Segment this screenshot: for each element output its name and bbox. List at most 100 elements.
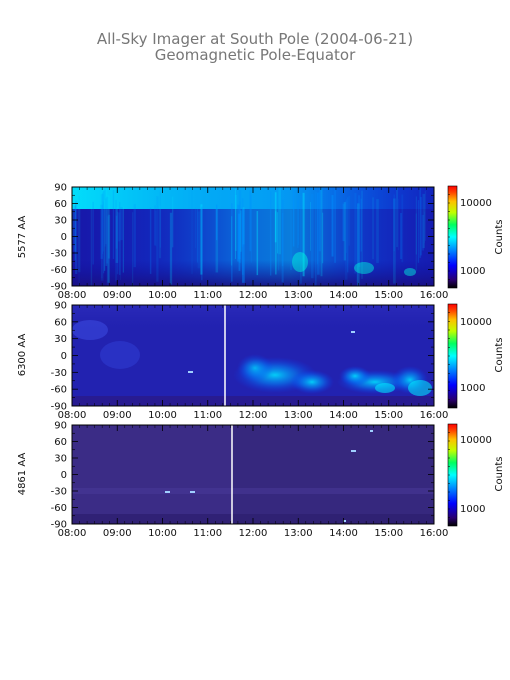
aurora-streak: [107, 214, 111, 259]
aurora-streak: [249, 190, 252, 252]
x-tick-label: 11:00: [193, 528, 222, 539]
aurora-streak: [158, 206, 162, 259]
x-tick-label: 09:00: [103, 528, 132, 539]
y-tick-label: -30: [51, 368, 67, 379]
aurora-streak: [171, 196, 174, 248]
y-tick-label: 30: [54, 216, 67, 227]
y-tick-label: -90: [51, 282, 67, 293]
aurora-streak: [422, 193, 426, 249]
aurora-streak: [277, 212, 279, 254]
aurora-streak: [297, 199, 299, 246]
x-tick-label: 16:00: [420, 528, 449, 539]
aurora-streak: [92, 201, 94, 265]
y-tick-label: 90: [54, 183, 67, 194]
aurora-streak: [419, 188, 422, 258]
aurora-streak: [358, 195, 361, 267]
aurora-streak: [242, 215, 244, 275]
y-tick-label: -30: [51, 487, 67, 498]
aurora-streak: [421, 214, 425, 251]
x-tick-label: 12:00: [239, 290, 268, 301]
aurora-streak: [105, 187, 108, 266]
ylabel-6300: 6300 AA: [17, 334, 28, 377]
aurora-streak: [348, 195, 350, 246]
aurora-streak: [200, 204, 203, 275]
x-ticks-5577: 08:00 09:00 10:00 11:00 12:00 13:00 14:00 15:00…: [58, 187, 448, 301]
aurora-streak: [106, 196, 109, 264]
x-tick-label: 11:00: [193, 410, 222, 421]
heatmap-5577: [72, 187, 434, 286]
cb-tick-low-5577: 1000: [460, 266, 485, 277]
colorbar-4861: 10000 1000 Counts: [447, 423, 505, 527]
x-tick-label: 10:00: [148, 290, 177, 301]
aurora-streak: [116, 211, 119, 275]
cb-tick-low-4861: 1000: [460, 504, 485, 515]
x-tick-label: 12:00: [239, 410, 268, 421]
aurora-streak: [242, 207, 245, 245]
aurora-streak: [415, 213, 417, 271]
aurora-streak: [78, 195, 80, 286]
aurora-streak: [100, 204, 103, 259]
aurora-streak: [320, 188, 323, 277]
y-tick-label: 30: [54, 334, 67, 345]
aurora-streak: [122, 206, 125, 273]
chart-subtitle: Geomagnetic Pole-Equator: [155, 46, 356, 64]
x-tick-label: 08:00: [58, 528, 87, 539]
x-tick-label: 08:00: [58, 290, 87, 301]
x-tick-label: 14:00: [329, 290, 358, 301]
y-tick-label: -60: [51, 385, 67, 396]
aurora-streak: [242, 209, 245, 283]
x-tick-label: 13:00: [284, 410, 313, 421]
aurora-streak: [115, 199, 117, 282]
aurora-streak: [356, 206, 358, 283]
aurora-streak: [104, 189, 106, 247]
aurora-streak: [331, 195, 334, 257]
cb-tick-high-4861: 10000: [460, 435, 492, 446]
aurora-streak: [343, 202, 347, 261]
ylabel-5577: 5577 AA: [17, 216, 28, 259]
aurora-streak: [290, 209, 292, 271]
aurora-streak: [118, 212, 121, 242]
streaks-5577: [72, 187, 426, 286]
aurora-streak: [297, 200, 299, 248]
aurora-streak: [231, 203, 233, 282]
aurora-streak: [344, 200, 348, 280]
aurora-streak: [372, 197, 374, 260]
aurora-streak: [417, 200, 420, 263]
ylabel-4861: 4861 AA: [17, 453, 28, 496]
aurora-streak: [115, 215, 118, 249]
y-tick-label: 30: [54, 454, 67, 465]
x-tick-label: 09:00: [103, 290, 132, 301]
cb-tick-high-6300: 10000: [460, 317, 492, 328]
aurora-streak: [278, 204, 280, 271]
aurora-patch: [354, 262, 374, 274]
aurora-patch: [404, 268, 416, 276]
aurora-streak: [415, 196, 417, 255]
aurora-streak: [216, 204, 218, 241]
aurora-streak: [357, 203, 360, 286]
x-tick-label: 14:00: [329, 410, 358, 421]
colorbar-6300: 10000 1000 Counts: [447, 303, 505, 409]
panel-6300: 90 60 30 0 -30 -60 -90 08:00 09:00 10:00 11:00 12:…: [17, 301, 505, 422]
x-ticks-4861: 08:00 09:00 10:00 11:00 12:00 13:00 14:00 15:00…: [58, 425, 449, 539]
aurora-streak: [154, 205, 156, 246]
x-tick-label: 14:00: [329, 528, 358, 539]
aurora-patch: [292, 252, 308, 272]
aurora-streak: [105, 198, 107, 245]
x-tick-label: 08:00: [58, 410, 87, 421]
aurora-streak: [292, 189, 295, 247]
aurora-streak: [317, 193, 319, 265]
heatmap-6300: [72, 305, 434, 406]
y-tick-label: 60: [54, 317, 67, 328]
aurora-streak: [281, 212, 284, 267]
aurora-streak: [102, 201, 104, 252]
y-tick-label: -30: [51, 249, 67, 260]
aurora-streak: [315, 192, 317, 286]
aurora-streak: [107, 195, 110, 283]
y-tick-label: -60: [51, 503, 67, 514]
aurora-streak: [102, 192, 103, 254]
x-tick-label: 10:00: [148, 528, 177, 539]
colorbar-5577: 10000 1000 Counts: [447, 185, 505, 289]
aurora-streak: [191, 188, 193, 275]
aurora-streak: [275, 211, 277, 275]
